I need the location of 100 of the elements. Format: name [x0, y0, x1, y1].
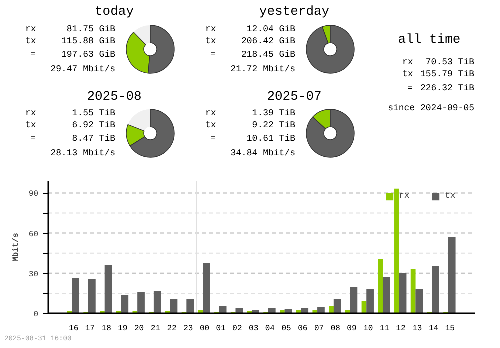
y-axis-title: Mbit/s [12, 232, 21, 262]
chart-title: 2025-08 [87, 89, 142, 104]
bar [138, 292, 145, 314]
text: rx [206, 24, 216, 34]
x-tick-label: 23 [184, 324, 194, 334]
x-tick-label: 18 [102, 324, 112, 334]
text: 1.55 TiB [72, 108, 116, 118]
text: 6.92 TiB [72, 120, 116, 130]
x-tick-label: 06 [298, 324, 308, 334]
x-tick-label: 17 [85, 324, 96, 334]
x-tick-label: 02 [232, 324, 242, 334]
text: rx [402, 58, 414, 68]
text: 8.47 TiB [72, 134, 116, 144]
bar [366, 289, 374, 314]
text: rx [206, 108, 216, 118]
x-tick-label: 16 [69, 324, 79, 334]
text: 155.79 TiB [420, 70, 476, 80]
bar [203, 262, 210, 314]
text: = [210, 50, 216, 60]
text: 206.42 GiB [241, 36, 296, 46]
bar [268, 308, 276, 314]
bar [186, 299, 194, 314]
y-tick-label: 60 [28, 230, 39, 240]
bar [432, 266, 440, 314]
text: = [30, 134, 36, 144]
bar [280, 310, 285, 314]
legend-label: tx [445, 191, 457, 201]
bar [301, 308, 309, 314]
bar [382, 277, 390, 314]
y-tick-label: 0 [34, 310, 39, 320]
bar [345, 310, 350, 314]
text: tx [26, 36, 36, 46]
x-tick-label: 19 [118, 324, 128, 334]
text: tx [206, 120, 216, 130]
text: 9.22 TiB [252, 120, 296, 130]
chart-title: 2025-07 [267, 89, 322, 104]
bar [378, 258, 384, 314]
y-tick-label: 90 [28, 190, 39, 200]
bar [329, 306, 334, 314]
bar [312, 310, 318, 314]
text: 81.75 GiB [66, 24, 116, 34]
x-tick-label: 01 [216, 324, 226, 334]
bar [154, 291, 162, 314]
x-tick-label: 15 [445, 324, 456, 334]
x-tick-label: 09 [347, 324, 357, 334]
text: = [30, 50, 36, 60]
text: 218.45 GiB [241, 50, 296, 60]
text: = [210, 134, 216, 144]
bar [334, 299, 342, 314]
bar [198, 310, 204, 314]
text: tx [402, 70, 414, 80]
bar [72, 278, 80, 314]
x-tick-label: 04 [265, 324, 276, 334]
chart-title: today [94, 4, 134, 19]
text: tx [26, 120, 36, 130]
x-tick-label: 21 [150, 324, 161, 334]
text: 70.53 TiB [426, 58, 476, 68]
x-tick-label: 05 [282, 324, 292, 334]
text: 1.39 TiB [252, 108, 296, 118]
bar [104, 265, 112, 314]
text: since 2024-09-05 [388, 104, 475, 114]
x-tick-label: 03 [249, 324, 259, 334]
text: 10.61 TiB [246, 134, 296, 144]
legend-label: rx [399, 191, 411, 201]
x-tick-label: 10 [364, 324, 374, 334]
text: 226.32 TiB [420, 84, 476, 94]
text: rx [26, 108, 36, 118]
bar [350, 287, 358, 314]
text: all time [398, 32, 461, 47]
bar [362, 301, 367, 314]
bar [252, 310, 260, 314]
x-tick-label: 08 [330, 324, 341, 334]
text: 34.84 Mbit/s [230, 148, 296, 158]
bar [399, 273, 407, 314]
bar [410, 269, 416, 314]
x-tick-label: 22 [167, 324, 178, 334]
bar [318, 307, 325, 314]
bar [448, 237, 456, 314]
bar [88, 279, 96, 314]
bar [170, 299, 178, 314]
text: 115.88 GiB [61, 36, 116, 46]
bar [121, 295, 129, 314]
bar [236, 308, 244, 314]
x-tick-label: 00 [200, 324, 210, 334]
bar [416, 289, 424, 314]
text: 12.04 GiB [246, 24, 296, 34]
text: 29.47 Mbit/s [50, 64, 116, 74]
x-tick-label: 14 [428, 324, 439, 334]
x-tick-label: 13 [412, 324, 422, 334]
text: 28.13 Mbit/s [50, 148, 116, 158]
y-tick-label: 30 [28, 270, 39, 280]
text: 21.72 Mbit/s [230, 64, 296, 74]
x-tick-label: 20 [134, 324, 144, 334]
text: = [408, 84, 413, 94]
x-tick-label: 12 [396, 324, 406, 334]
text: 197.63 GiB [61, 50, 116, 60]
chart-title: yesterday [259, 4, 330, 19]
x-tick-label: 11 [380, 324, 390, 334]
x-tick-label: 07 [314, 324, 324, 334]
bar [219, 306, 227, 314]
